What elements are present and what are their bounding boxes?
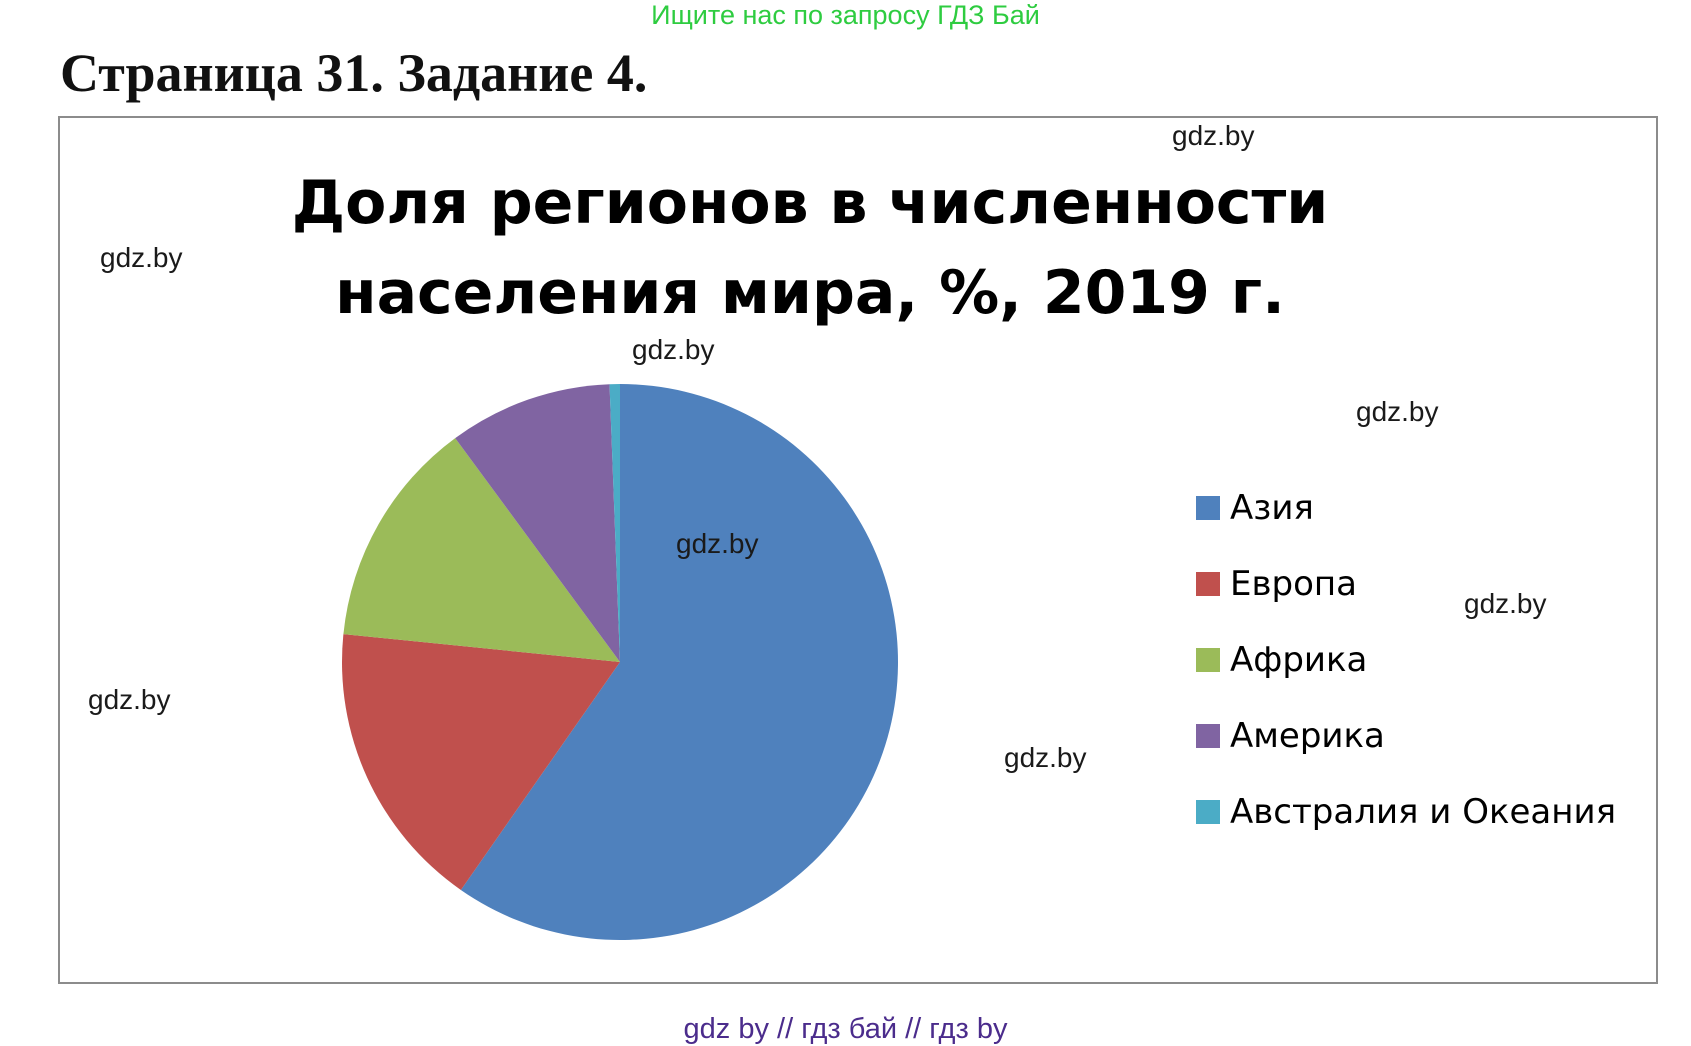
watermark: gdz.by bbox=[100, 242, 183, 273]
legend-swatch bbox=[1196, 724, 1220, 748]
legend-swatch bbox=[1196, 800, 1220, 824]
watermark: gdz.by bbox=[632, 334, 715, 365]
legend-label: Африка bbox=[1230, 640, 1368, 680]
watermark: gdz.by bbox=[1356, 396, 1439, 427]
watermark: gdz.by bbox=[88, 684, 171, 715]
legend-item: Африка bbox=[1196, 640, 1367, 680]
chart-title-line-1: Доля регионов в численности bbox=[291, 168, 1329, 238]
pie-slice-2 bbox=[342, 634, 620, 890]
legend-label: Европа bbox=[1230, 564, 1357, 604]
legend-swatch bbox=[1196, 572, 1220, 596]
legend-item: Азия bbox=[1196, 488, 1314, 528]
pie-slice-4 bbox=[455, 384, 620, 662]
legend-item: Австралия и Океания bbox=[1196, 792, 1616, 832]
pie-slice-5 bbox=[609, 384, 620, 662]
pie-chart bbox=[342, 384, 899, 940]
legend-swatch bbox=[1196, 648, 1220, 672]
chart-title: Доля регионов в численности населения ми… bbox=[260, 158, 1360, 338]
watermark: gdz.by bbox=[1004, 742, 1087, 773]
watermark: gdz.by bbox=[1464, 588, 1547, 619]
footer-links[interactable]: gdz by // гдз бай // гдз by bbox=[683, 1013, 1008, 1045]
top-banner[interactable]: Ищите нас по запросу ГДЗ Бай bbox=[651, 0, 1040, 30]
legend-swatch bbox=[1196, 496, 1220, 520]
watermark: gdz.by bbox=[676, 528, 759, 559]
chart-title-line-2: населения мира, %, 2019 г. bbox=[335, 258, 1285, 328]
legend-item: Америка bbox=[1196, 716, 1385, 756]
page-heading: Страница 31. Задание 4. bbox=[60, 43, 648, 103]
legend-item: Европа bbox=[1196, 564, 1357, 604]
legend-label: Америка bbox=[1230, 716, 1385, 756]
pie-slice-3 bbox=[343, 438, 620, 662]
legend-label: Австралия и Океания bbox=[1230, 792, 1617, 832]
pie-slice-1 bbox=[460, 384, 899, 940]
watermark: gdz.by bbox=[1172, 120, 1255, 151]
chart-frame: Доля регионов в численности населения ми… bbox=[58, 116, 1658, 984]
legend-label: Азия bbox=[1230, 488, 1314, 528]
